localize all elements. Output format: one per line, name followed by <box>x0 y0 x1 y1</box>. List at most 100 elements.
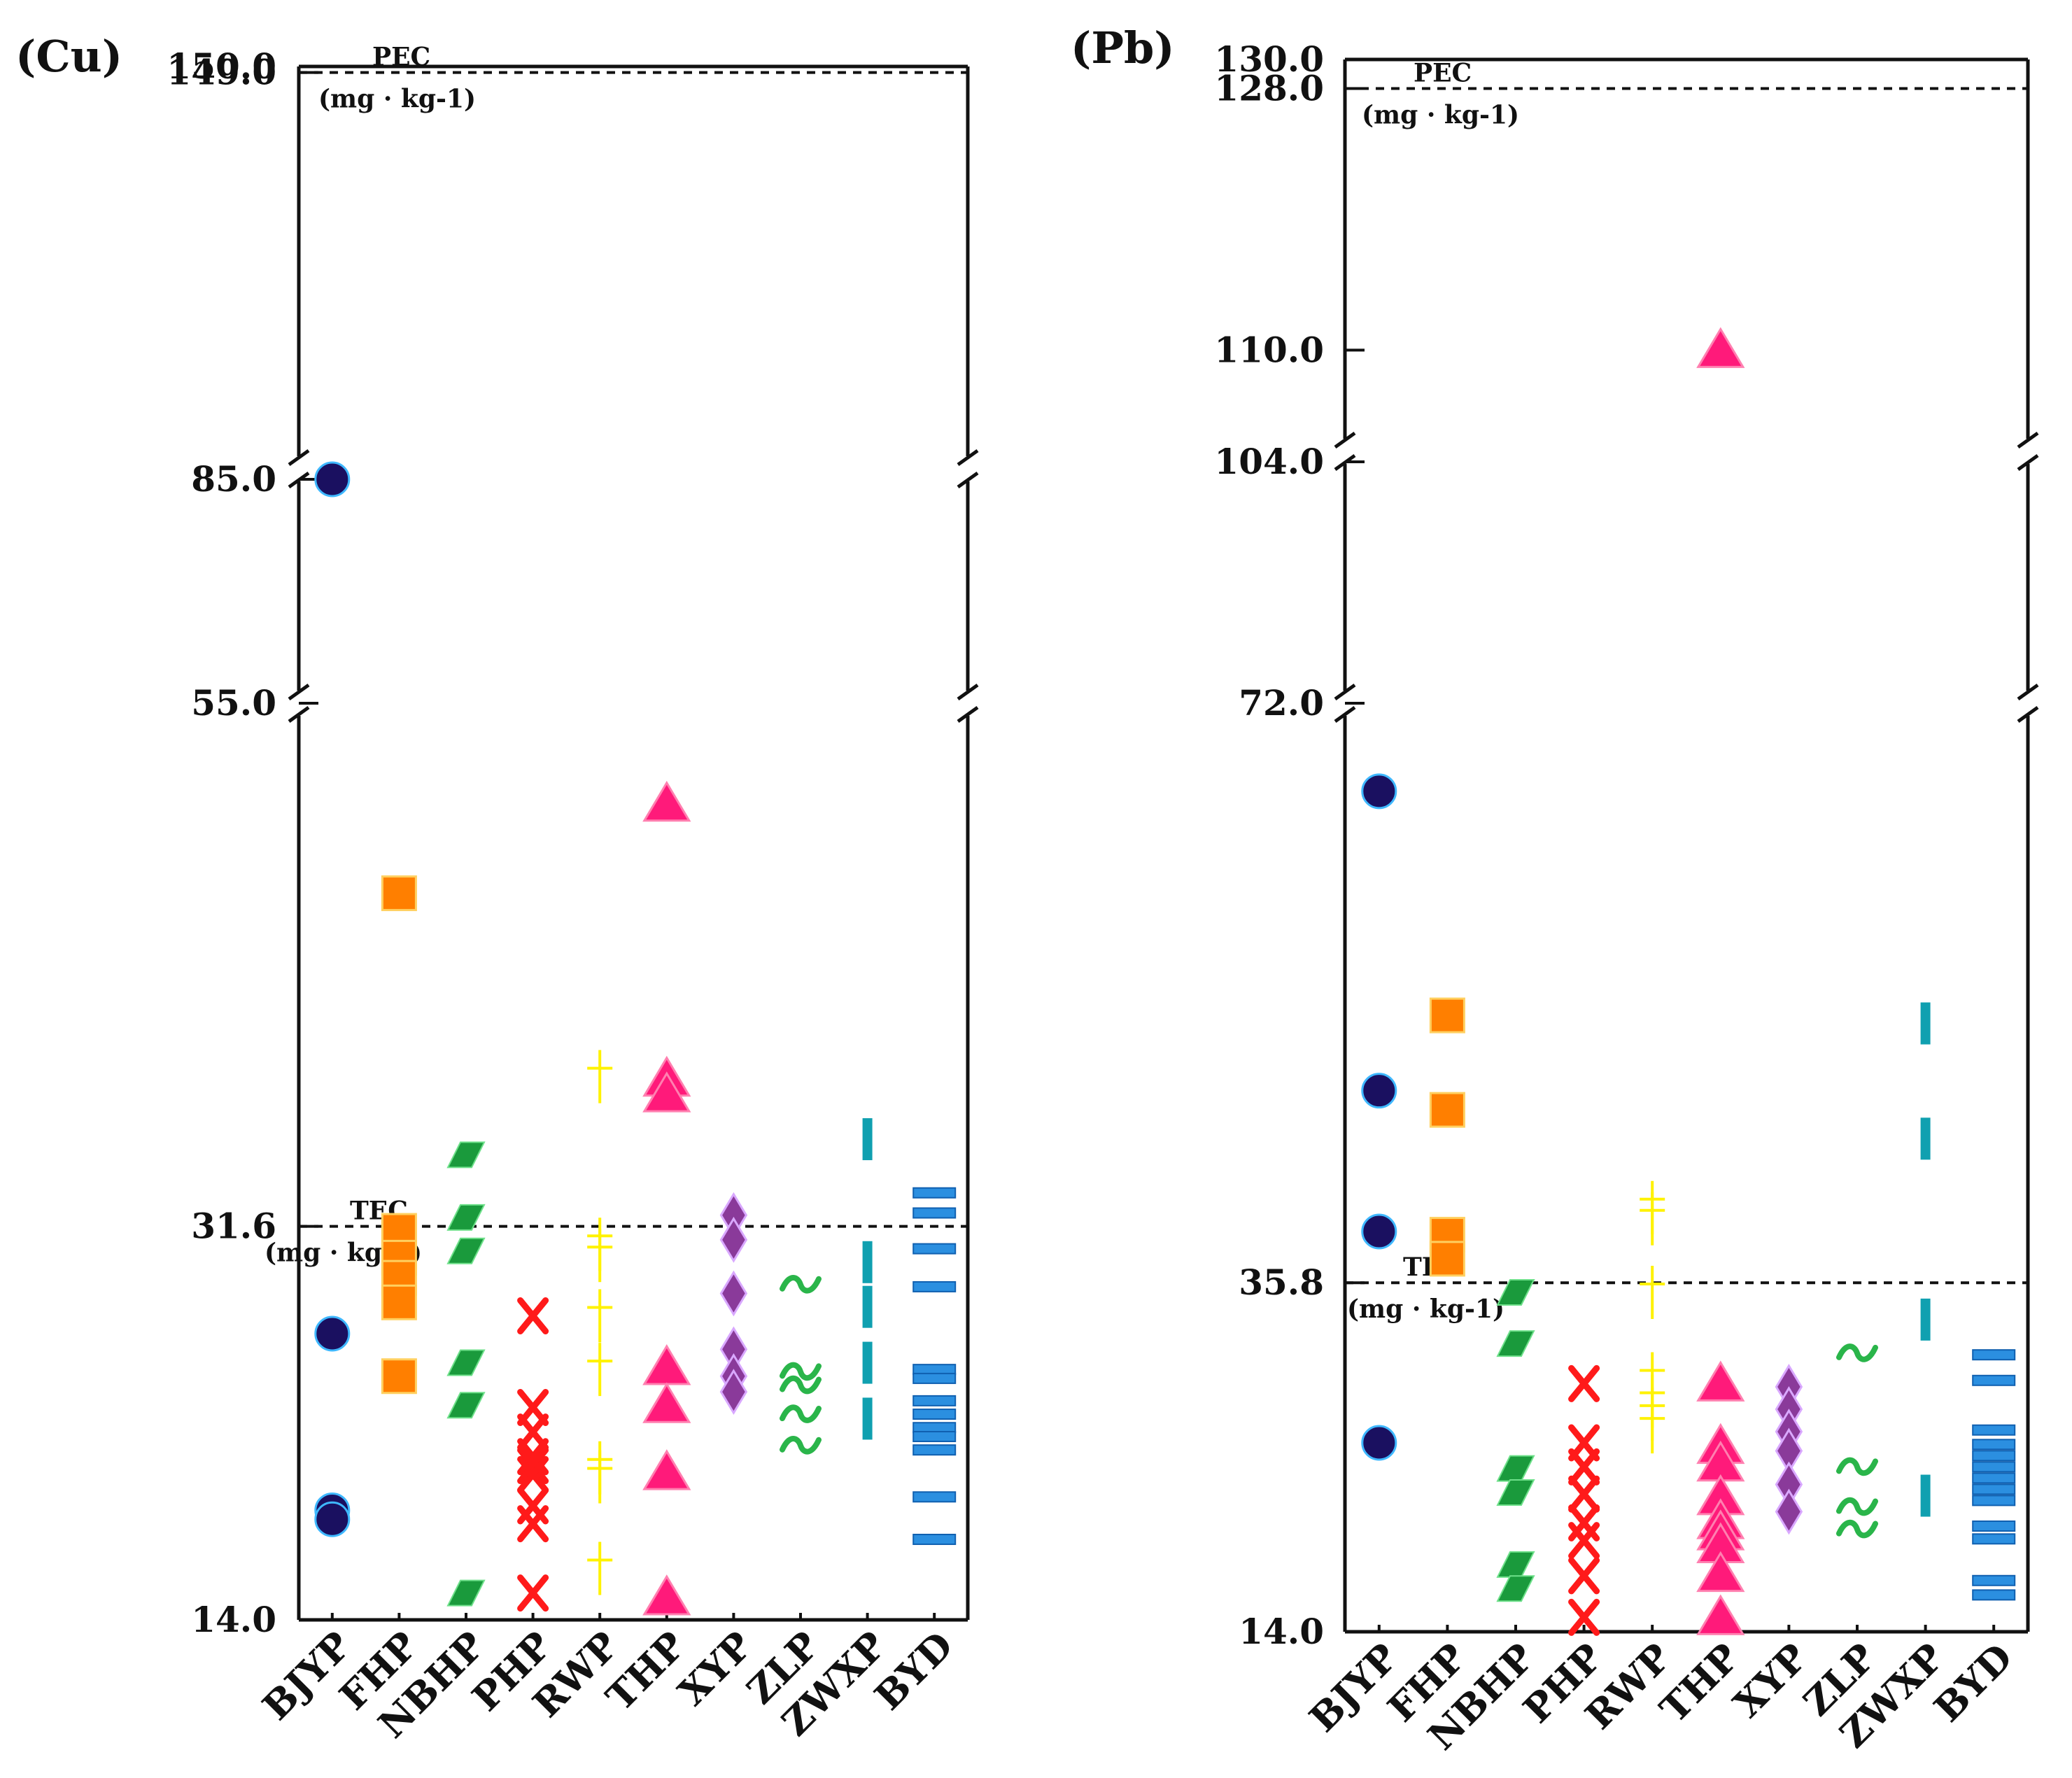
data-point-bjyp <box>1361 1213 1397 1250</box>
category-label: XYP <box>1725 1635 1817 1726</box>
axis-break-mark <box>288 683 310 701</box>
data-point-nbhp <box>446 1237 486 1264</box>
data-point-nbhp <box>446 1579 486 1607</box>
series-nbhp <box>1496 1278 1535 1602</box>
data-point-xyp <box>719 1216 748 1263</box>
data-point-byd <box>912 1533 957 1545</box>
data-point-nbhp <box>1496 1479 1535 1506</box>
panel-label: (Cu) <box>15 31 122 82</box>
y-tick-label: 72.0 <box>1239 682 1324 724</box>
y-tick-label: 14.0 <box>1239 1611 1324 1652</box>
data-point-byd <box>912 1395 957 1406</box>
data-point-thp <box>1696 1594 1745 1635</box>
series-xyp <box>719 1192 748 1416</box>
data-point-byd <box>912 1243 957 1255</box>
data-point-byd <box>1972 1461 2016 1473</box>
data-point-nbhp <box>446 1392 486 1419</box>
y-tick-label: 85.0 <box>191 458 276 500</box>
data-point-nbhp <box>1496 1551 1535 1578</box>
data-point-byd <box>912 1444 957 1456</box>
data-point-xyp <box>719 1369 748 1416</box>
data-point-rwp <box>587 1229 613 1283</box>
axis-break-mark <box>288 705 310 724</box>
series-thp <box>1696 327 1745 1635</box>
y-tick-label: 130.0 <box>1214 38 1324 80</box>
category-label: XYP <box>670 1623 761 1714</box>
data-point-php <box>1568 1598 1600 1636</box>
data-point-thp <box>1696 1360 1745 1402</box>
data-point-byd <box>1972 1374 2016 1386</box>
data-point-byd <box>912 1372 957 1384</box>
data-point-rwp <box>587 1289 613 1343</box>
ref-unit-pec: (mg · kg-1) <box>1362 101 1519 130</box>
data-point-php <box>1568 1557 1600 1595</box>
data-point-byd <box>912 1431 957 1442</box>
ref-label-pec: PEC <box>372 43 430 72</box>
axis-break-mark <box>2017 453 2039 472</box>
data-point-nbhp <box>1496 1278 1535 1306</box>
y-tick-label: 128.0 <box>1214 68 1324 109</box>
data-point-zwxp <box>862 1118 873 1161</box>
data-point-byd <box>1972 1574 2016 1586</box>
data-point-nbhp <box>446 1141 486 1169</box>
data-point-thp <box>1696 327 1745 368</box>
series-xyp <box>1775 1364 1803 1535</box>
data-point-zwxp <box>1920 1474 1931 1517</box>
y-tick-label: 14.0 <box>191 1599 276 1640</box>
data-point-thp <box>642 780 691 822</box>
data-point-fhp <box>1429 1241 1465 1277</box>
data-point-nbhp <box>1496 1455 1535 1482</box>
data-point-bjyp <box>314 461 351 498</box>
data-point-zwxp <box>862 1341 873 1384</box>
category-label: THP <box>1651 1635 1748 1731</box>
data-point-byd <box>1972 1589 2016 1601</box>
data-point-zlp <box>780 1404 822 1423</box>
data-point-php <box>1568 1475 1600 1513</box>
data-point-php <box>1568 1522 1600 1560</box>
data-point-fhp <box>381 1284 417 1320</box>
ref-unit-pec: (mg · kg-1) <box>318 85 476 114</box>
series-bjyp <box>314 461 351 1537</box>
panel-label: (Pb) <box>1071 22 1175 73</box>
data-point-php <box>517 1574 549 1612</box>
axis-break-mark <box>1334 431 1356 449</box>
y-tick-label: 149.0 <box>167 52 276 93</box>
series-zlp <box>1836 1343 1878 1539</box>
data-point-rwp <box>1640 1265 1665 1319</box>
axis-break-mark <box>2017 683 2039 701</box>
data-point-zwxp <box>1920 1002 1931 1045</box>
data-point-bjyp <box>1361 773 1397 810</box>
category-label: BYD <box>1925 1635 2021 1730</box>
data-point-php <box>517 1505 549 1543</box>
data-point-byd <box>1972 1483 2016 1495</box>
data-point-byd <box>912 1409 957 1420</box>
data-point-byd <box>1972 1520 2016 1532</box>
data-point-bjyp <box>1361 1073 1397 1109</box>
axis-break-mark <box>957 449 979 467</box>
data-point-php <box>1568 1448 1600 1486</box>
data-point-byd <box>1972 1349 2016 1361</box>
data-point-byd <box>1972 1495 2016 1507</box>
series-php <box>517 1297 549 1612</box>
data-point-rwp <box>587 1343 613 1397</box>
series-zwxp <box>1920 1002 1931 1517</box>
data-point-php <box>1568 1364 1600 1402</box>
data-point-thp <box>642 1574 691 1616</box>
data-point-zlp <box>1836 1497 1878 1516</box>
data-point-thp <box>642 1071 691 1113</box>
data-point-thp <box>1696 1551 1745 1593</box>
series-bjyp <box>1361 773 1397 1461</box>
data-point-thp <box>642 1382 691 1423</box>
data-point-zwxp <box>1920 1298 1931 1341</box>
data-point-byd <box>1972 1472 2016 1484</box>
data-point-rwp <box>1640 1192 1665 1246</box>
axis-break-mark <box>2017 705 2039 724</box>
axis-break-mark <box>957 471 979 489</box>
series-thp <box>642 780 691 1616</box>
data-point-fhp <box>381 875 417 912</box>
data-point-zwxp <box>862 1397 873 1440</box>
series-rwp <box>587 1050 613 1595</box>
data-point-zwxp <box>862 1285 873 1328</box>
axis-break-mark <box>2017 431 2039 449</box>
